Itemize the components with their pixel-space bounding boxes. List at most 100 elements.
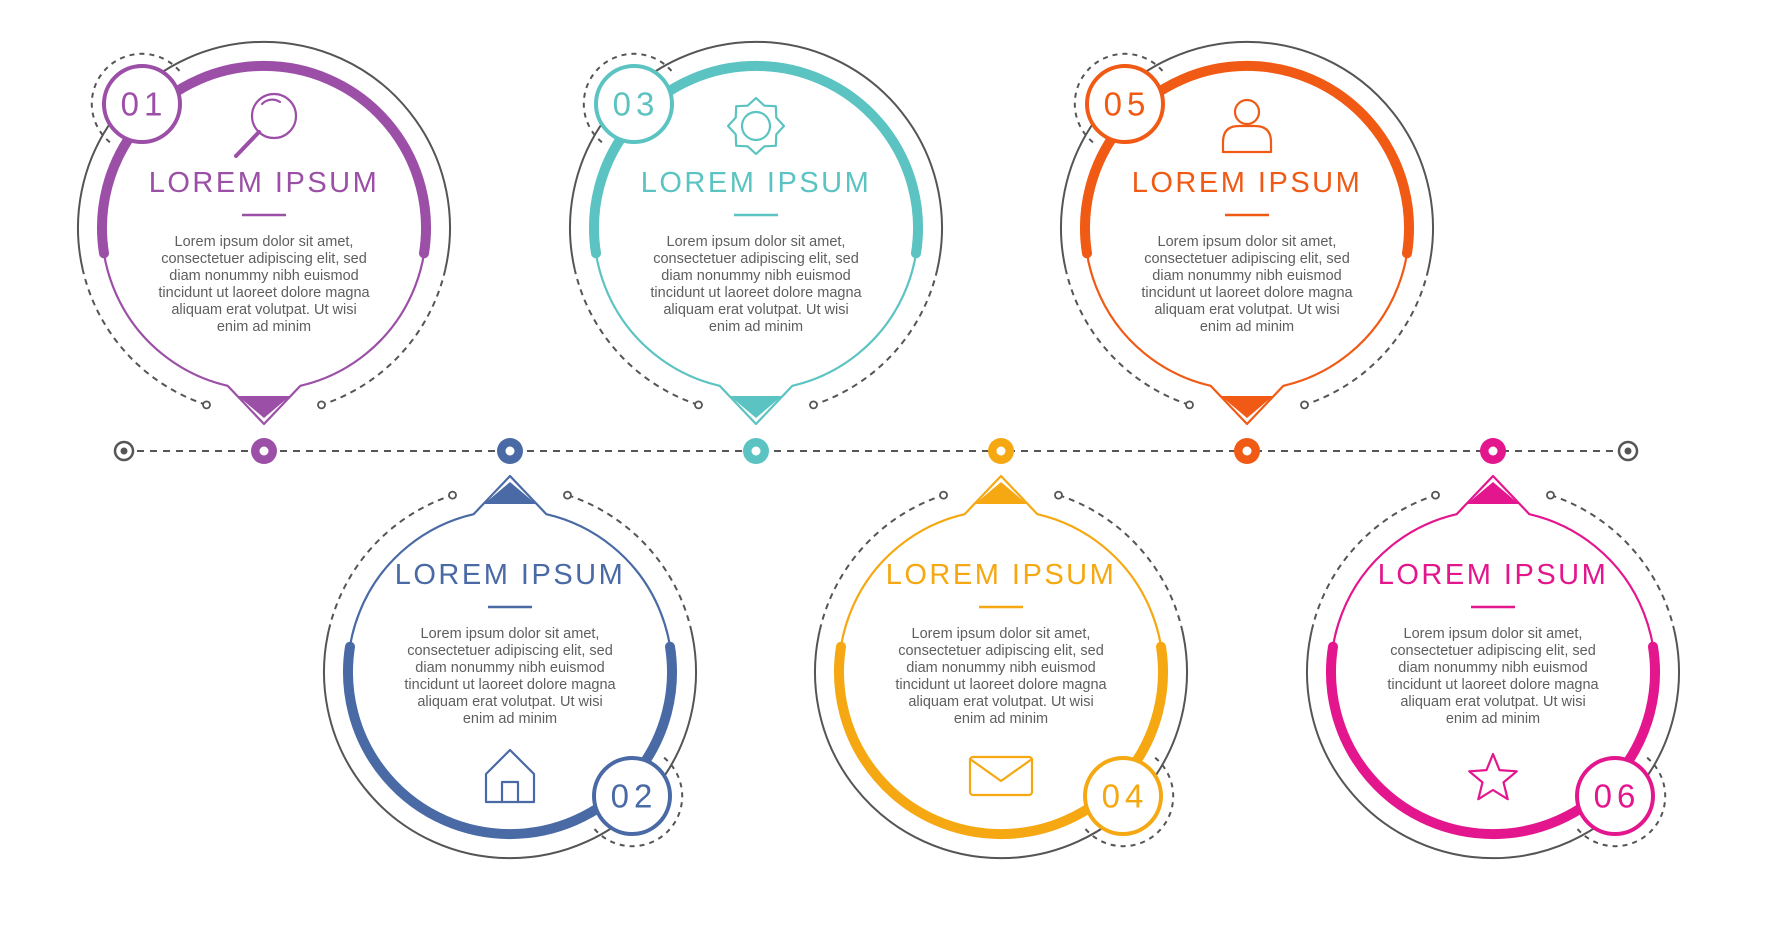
description-line: Lorem ipsum dolor sit amet,: [667, 234, 846, 250]
description-line: aliquam erat volutpat. Ut wisi: [908, 694, 1093, 710]
description-line: consectetuer adipiscing elit, sed: [1390, 643, 1596, 659]
number-badge: [594, 64, 674, 144]
envelope-icon: [968, 755, 1034, 797]
badge-dashed-ring: [592, 756, 684, 848]
accent-arc: [97, 61, 431, 259]
ring-end-dot: [1185, 400, 1194, 410]
outer-ring-dashed: [1304, 269, 1430, 406]
description-line: consectetuer adipiscing elit, sed: [161, 251, 367, 267]
description-line: Lorem ipsum dolor sit amet,: [1158, 234, 1337, 250]
step-description: Lorem ipsum dolor sit amet,consectetuer …: [1141, 234, 1353, 335]
accent-arc: [1326, 641, 1660, 839]
timeline-end-marker: [1617, 440, 1639, 462]
number-badge: [1083, 756, 1163, 836]
timeline-node-center: [751, 446, 761, 456]
pointer-triangle: [1221, 396, 1273, 418]
ring-end-dot: [1300, 400, 1309, 410]
description-line: Lorem ipsum dolor sit amet,: [175, 234, 354, 250]
description-line: tincidunt ut laoreet dolore magna: [1141, 285, 1353, 301]
accent-arc: [343, 641, 677, 839]
description-line: tincidunt ut laoreet dolore magna: [1387, 677, 1599, 693]
ring-end-dot: [563, 490, 572, 500]
description-line: enim ad minim: [709, 319, 803, 335]
description-line: Lorem ipsum dolor sit amet,: [421, 626, 600, 642]
number-badge: [102, 64, 182, 144]
outer-ring-solid: [323, 629, 697, 860]
ring-end-dot: [317, 400, 326, 410]
step-01: 01 LOREM IPSUM Lorem ipsum dolor sit amet,…: [77, 40, 451, 426]
description-line: consectetuer adipiscing elit, sed: [898, 643, 1104, 659]
outer-ring-dashed: [1064, 269, 1190, 406]
description-line: diam nonummy nibh euismod: [1398, 660, 1587, 676]
description-line: tincidunt ut laoreet dolore magna: [404, 677, 616, 693]
number-badge: [1575, 756, 1655, 836]
description-line: consectetuer adipiscing elit, sed: [407, 643, 613, 659]
timeline-node-01: [251, 438, 277, 464]
timeline-node-center: [996, 446, 1006, 456]
step-06: 06 LOREM IPSUM Lorem ipsum dolor sit amet,…: [1306, 474, 1680, 860]
ring-end-dot: [1431, 490, 1440, 500]
timeline-start-marker: [113, 440, 135, 462]
outer-ring-solid: [1060, 40, 1434, 271]
description-line: aliquam erat volutpat. Ut wisi: [171, 302, 356, 318]
magnifier-icon: [234, 92, 298, 158]
step-title: LOREM IPSUM: [149, 167, 380, 199]
outer-ring-dashed: [1058, 494, 1184, 631]
number-badge: [592, 756, 672, 836]
outer-ring-solid: [1306, 629, 1680, 860]
step-description: Lorem ipsum dolor sit amet,consectetuer …: [1387, 626, 1599, 727]
description-line: consectetuer adipiscing elit, sed: [653, 251, 859, 267]
outer-ring-dashed: [567, 494, 693, 631]
step-description: Lorem ipsum dolor sit amet,consectetuer …: [404, 626, 616, 727]
description-line: Lorem ipsum dolor sit amet,: [1404, 626, 1583, 642]
step-description: Lorem ipsum dolor sit amet,consectetuer …: [895, 626, 1107, 727]
ring-end-dot: [1546, 490, 1555, 500]
step-04: 04 LOREM IPSUM Lorem ipsum dolor sit amet,…: [814, 474, 1188, 860]
pointer-triangle: [975, 482, 1027, 504]
star-icon: [1468, 752, 1518, 801]
description-line: enim ad minim: [1200, 319, 1294, 335]
pointer-triangle: [238, 396, 290, 418]
ring-end-dot: [694, 400, 703, 410]
outer-ring-dashed: [573, 269, 699, 406]
description-line: aliquam erat volutpat. Ut wisi: [663, 302, 848, 318]
description-line: diam nonummy nibh euismod: [1152, 268, 1341, 284]
description-line: Lorem ipsum dolor sit amet,: [912, 626, 1091, 642]
description-line: diam nonummy nibh euismod: [415, 660, 604, 676]
step-number: 02: [611, 778, 658, 815]
outer-ring-dashed: [81, 269, 207, 406]
badge-dashed-ring: [1073, 52, 1165, 144]
description-line: enim ad minim: [217, 319, 311, 335]
step-03: 03 LOREM IPSUM Lorem ipsum dolor sit amet,…: [569, 40, 943, 426]
description-line: enim ad minim: [1446, 711, 1540, 727]
timeline-node-04: [988, 438, 1014, 464]
description-line: consectetuer adipiscing elit, sed: [1144, 251, 1350, 267]
timeline-node-center: [505, 446, 515, 456]
step-description: Lorem ipsum dolor sit amet,consectetuer …: [158, 234, 370, 335]
ring-end-dot: [939, 490, 948, 500]
timeline-node-06: [1480, 438, 1506, 464]
timeline-node-02: [497, 438, 523, 464]
pointer-triangle: [484, 482, 536, 504]
outer-ring-dashed: [818, 494, 944, 631]
step-number: 06: [1594, 778, 1641, 815]
timeline-node-center: [1242, 446, 1252, 456]
ring-end-dot: [448, 490, 457, 500]
description-line: aliquam erat volutpat. Ut wisi: [417, 694, 602, 710]
description-line: aliquam erat volutpat. Ut wisi: [1154, 302, 1339, 318]
description-line: tincidunt ut laoreet dolore magna: [650, 285, 862, 301]
outer-ring-solid: [814, 629, 1188, 860]
gear-icon: [726, 96, 786, 156]
step-title: LOREM IPSUM: [1132, 167, 1363, 199]
description-line: aliquam erat volutpat. Ut wisi: [1400, 694, 1585, 710]
outer-ring-solid: [77, 40, 451, 271]
description-line: enim ad minim: [954, 711, 1048, 727]
timeline-node-center: [259, 446, 269, 456]
step-title: LOREM IPSUM: [641, 167, 872, 199]
timeline-node-03: [743, 438, 769, 464]
badge-dashed-ring: [582, 52, 674, 144]
description-line: diam nonummy nibh euismod: [661, 268, 850, 284]
accent-arc: [1080, 61, 1414, 259]
accent-arc: [834, 641, 1168, 839]
